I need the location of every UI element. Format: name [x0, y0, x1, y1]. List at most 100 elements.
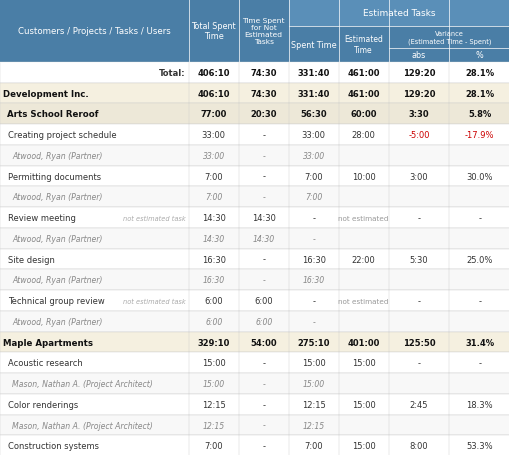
Text: -: - — [262, 359, 265, 368]
Text: 15:00: 15:00 — [351, 441, 375, 450]
Text: Atwood, Ryan (Partner): Atwood, Ryan (Partner) — [12, 193, 102, 202]
Text: 6:00: 6:00 — [254, 317, 272, 326]
Text: Maple Apartments: Maple Apartments — [3, 338, 92, 347]
Text: 15:00: 15:00 — [202, 379, 224, 388]
Text: -: - — [312, 213, 315, 222]
Text: 7:00: 7:00 — [204, 441, 222, 450]
Text: 33:00: 33:00 — [202, 152, 224, 161]
Text: Permitting documents: Permitting documents — [8, 172, 101, 181]
Bar — [0, 187, 509, 207]
Text: -: - — [262, 255, 265, 264]
Bar — [0, 84, 509, 104]
Text: Estimated
Time: Estimated Time — [344, 35, 382, 55]
Text: 14:30: 14:30 — [252, 234, 274, 243]
Text: 406:10: 406:10 — [197, 69, 230, 78]
Text: Atwood, Ryan (Partner): Atwood, Ryan (Partner) — [12, 234, 102, 243]
Text: -: - — [262, 379, 265, 388]
Bar — [0, 270, 509, 290]
Text: 28.1%: 28.1% — [464, 69, 493, 78]
Text: Total Spent
Time: Total Spent Time — [191, 22, 236, 41]
Text: 7:00: 7:00 — [304, 172, 322, 181]
Bar — [0, 332, 509, 353]
Text: Atwood, Ryan (Partner): Atwood, Ryan (Partner) — [12, 152, 102, 161]
Text: -: - — [477, 359, 480, 368]
Text: 406:10: 406:10 — [197, 89, 230, 98]
Text: Customers / Projects / Tasks / Users: Customers / Projects / Tasks / Users — [18, 27, 171, 36]
Text: 12:15: 12:15 — [301, 400, 325, 409]
Bar — [0, 146, 509, 166]
Text: 77:00: 77:00 — [200, 110, 227, 119]
Text: 15:00: 15:00 — [301, 359, 325, 368]
Text: 15:00: 15:00 — [302, 379, 324, 388]
Text: 5.8%: 5.8% — [467, 110, 490, 119]
Text: 125:50: 125:50 — [402, 338, 434, 347]
Text: 6:00: 6:00 — [204, 296, 222, 305]
Text: not estimated: not estimated — [337, 298, 388, 304]
Text: Variance
(Estimated Time - Spent): Variance (Estimated Time - Spent) — [407, 31, 490, 45]
Text: 33:00: 33:00 — [201, 131, 225, 140]
Text: 7:00: 7:00 — [204, 172, 222, 181]
Bar — [0, 228, 509, 249]
Text: 275:10: 275:10 — [297, 338, 329, 347]
Text: 5:30: 5:30 — [409, 255, 428, 264]
Text: -: - — [262, 420, 265, 430]
Text: 329:10: 329:10 — [197, 338, 230, 347]
Text: Time Spent
for Not
Estimated
Tasks: Time Spent for Not Estimated Tasks — [242, 18, 285, 45]
Text: 8:00: 8:00 — [409, 441, 428, 450]
Text: -: - — [312, 317, 315, 326]
Text: 7:00: 7:00 — [205, 193, 222, 202]
Text: -: - — [262, 131, 265, 140]
Text: -5:00: -5:00 — [407, 131, 429, 140]
Text: 3:30: 3:30 — [408, 110, 429, 119]
Bar — [0, 0, 509, 63]
Text: 16:30: 16:30 — [301, 255, 325, 264]
Text: 6:00: 6:00 — [205, 317, 222, 326]
Text: 15:00: 15:00 — [351, 400, 375, 409]
Text: 16:30: 16:30 — [302, 276, 324, 285]
Text: -: - — [262, 172, 265, 181]
Text: Color renderings: Color renderings — [8, 400, 78, 409]
Bar — [0, 435, 509, 455]
Text: Spent Time: Spent Time — [290, 40, 336, 50]
Text: 3:00: 3:00 — [409, 172, 428, 181]
Text: -: - — [262, 441, 265, 450]
Text: 25.0%: 25.0% — [466, 255, 492, 264]
Text: -: - — [417, 213, 419, 222]
Text: 12:15: 12:15 — [202, 420, 224, 430]
Text: 12:15: 12:15 — [202, 400, 225, 409]
Text: 7:00: 7:00 — [304, 441, 322, 450]
Text: Creating project schedule: Creating project schedule — [8, 131, 117, 140]
Text: abs: abs — [411, 51, 425, 60]
Text: 30.0%: 30.0% — [466, 172, 492, 181]
Text: -: - — [262, 152, 265, 161]
Text: 20:30: 20:30 — [250, 110, 276, 119]
Text: 2:45: 2:45 — [409, 400, 428, 409]
Text: 14:30: 14:30 — [251, 213, 275, 222]
Text: Estimated Tasks: Estimated Tasks — [362, 9, 435, 18]
Text: 461:00: 461:00 — [347, 69, 379, 78]
Bar — [0, 290, 509, 311]
Text: Development Inc.: Development Inc. — [3, 89, 88, 98]
Text: 33:00: 33:00 — [302, 152, 324, 161]
Text: -: - — [312, 234, 315, 243]
Text: 22:00: 22:00 — [351, 255, 375, 264]
Text: 129:20: 129:20 — [402, 89, 434, 98]
Text: 28.1%: 28.1% — [464, 89, 493, 98]
Text: 15:00: 15:00 — [202, 359, 225, 368]
Text: 56:30: 56:30 — [300, 110, 326, 119]
Text: not estimated task: not estimated task — [123, 215, 186, 221]
Text: Atwood, Ryan (Partner): Atwood, Ryan (Partner) — [12, 276, 102, 285]
Text: 28:00: 28:00 — [351, 131, 375, 140]
Text: 74:30: 74:30 — [250, 69, 276, 78]
Text: Total:: Total: — [159, 69, 185, 78]
Bar — [0, 125, 509, 146]
Text: Acoustic research: Acoustic research — [8, 359, 83, 368]
Text: 7:00: 7:00 — [304, 193, 322, 202]
Text: 331:40: 331:40 — [297, 69, 329, 78]
Text: 54:00: 54:00 — [250, 338, 276, 347]
Bar — [288, 0, 509, 27]
Text: -17.9%: -17.9% — [464, 131, 493, 140]
Bar — [0, 249, 509, 270]
Text: not estimated task: not estimated task — [123, 298, 186, 304]
Bar — [0, 207, 509, 228]
